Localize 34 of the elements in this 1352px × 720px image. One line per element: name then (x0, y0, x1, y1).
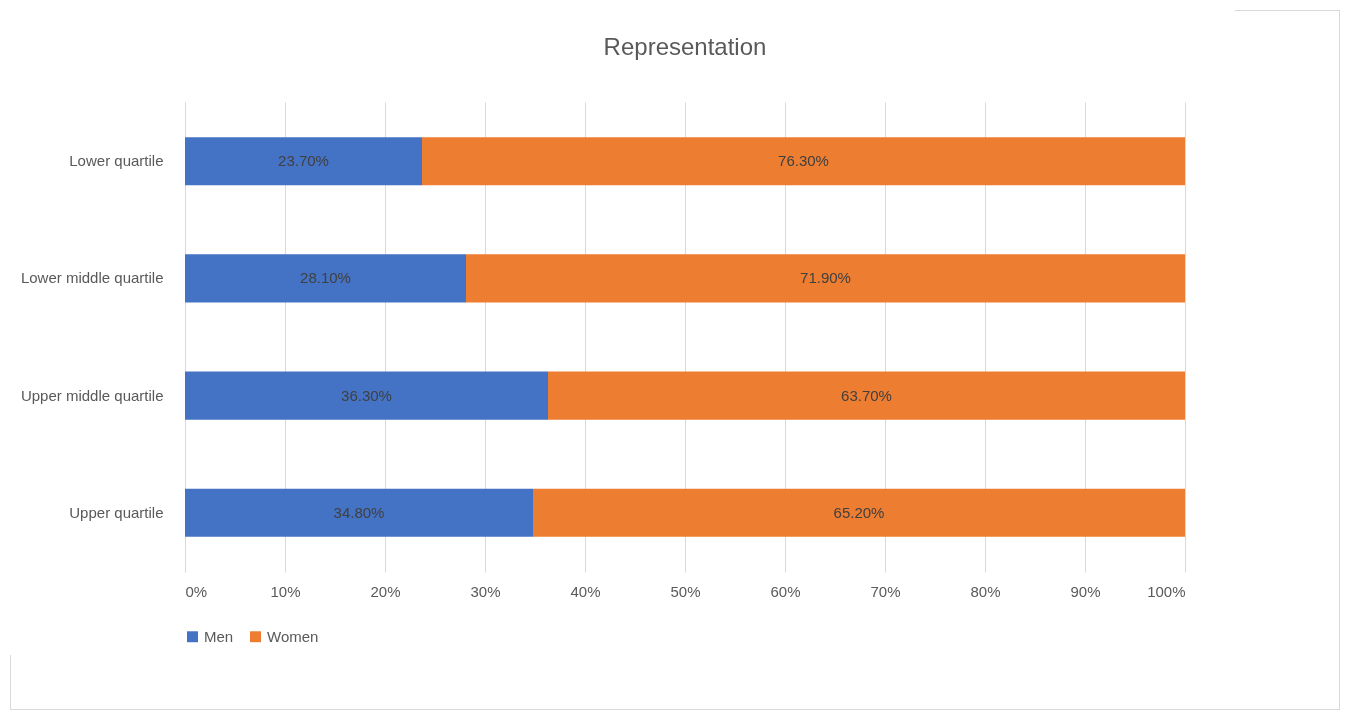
bar (185, 254, 466, 303)
x-tick-label: 60% (770, 582, 801, 600)
data-label: 36.30% (341, 386, 392, 404)
x-tick-label: 0% (185, 582, 208, 600)
data-label: 23.70% (278, 152, 329, 170)
data-label: 28.10% (300, 269, 351, 287)
data-label: 34.80% (333, 503, 385, 521)
x-tick-label: 70% (870, 582, 901, 600)
bar (422, 137, 1185, 186)
data-label: 76.30% (778, 152, 829, 170)
data-label: 65.20% (833, 503, 885, 521)
y-tick-label: Lower quartile (69, 152, 164, 170)
x-tick-label: 40% (570, 582, 601, 600)
x-tick-label: 100% (1147, 582, 1186, 600)
y-tick-label: Upper middle quartile (20, 386, 164, 404)
legend-label: Men (204, 627, 234, 645)
legend-label: Women (267, 627, 319, 645)
x-tick-label: 80% (970, 582, 1001, 600)
bar (185, 371, 548, 420)
x-tick-label: 20% (370, 582, 401, 600)
data-label: 63.70% (841, 386, 892, 404)
x-tick-label: 90% (1070, 582, 1101, 600)
bar (548, 371, 1185, 420)
bar (185, 137, 422, 186)
y-tick-label: Lower middle quartile (20, 269, 164, 287)
data-label: 71.90% (800, 269, 851, 287)
x-tick-label: 10% (270, 582, 301, 600)
bar (466, 254, 1185, 303)
x-tick-label: 50% (670, 582, 701, 600)
chart-title: Representation (603, 33, 767, 60)
y-tick-label: Upper quartile (69, 503, 164, 521)
bar (533, 488, 1185, 537)
bar (185, 488, 533, 537)
x-tick-label: 30% (470, 582, 501, 600)
